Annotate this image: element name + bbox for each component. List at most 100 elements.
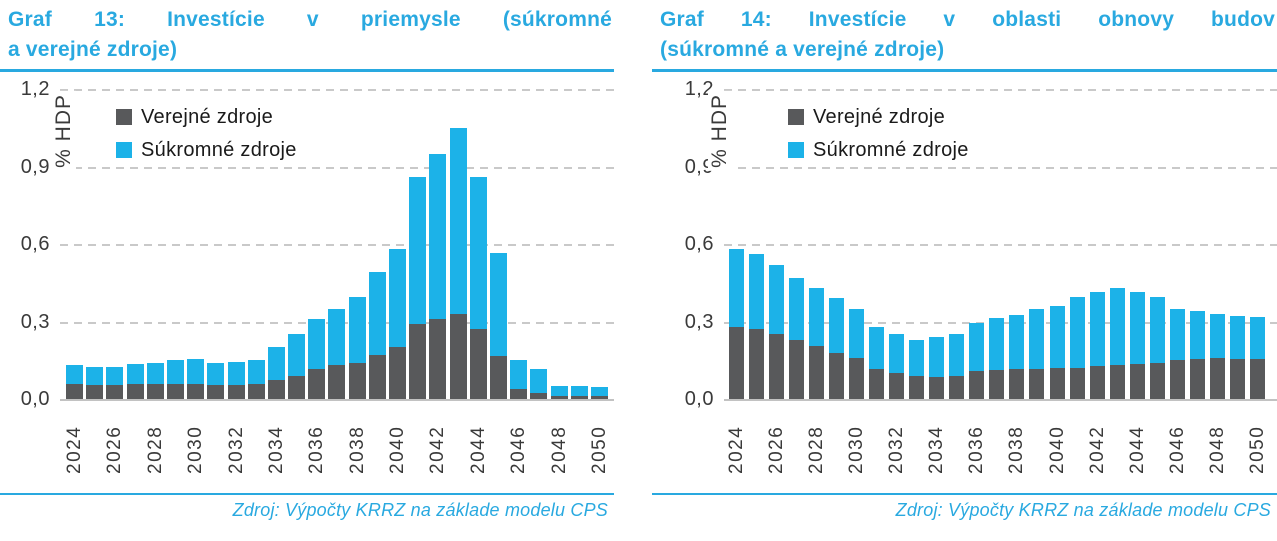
- bar-segment: [469, 176, 487, 330]
- gridline: [724, 89, 1277, 91]
- chart-panel-graf-13: Graf 13: Investície v priemysle (súkromn…: [0, 0, 614, 541]
- plot-area: % HDP Verejné zdroje Súkromné zdroje: [52, 89, 614, 401]
- x-axis-line: [60, 399, 614, 401]
- x-label-cell: [1230, 408, 1245, 474]
- bar-segment: [146, 383, 164, 399]
- legend-item-verejne-zdroje: Verejné zdroje: [116, 105, 303, 129]
- x-label-cell: 2028: [145, 408, 166, 474]
- source-caption: Zdroj: Výpočty KRRZ na základe modelu CP…: [232, 500, 608, 520]
- bar-segment: [550, 386, 568, 397]
- x-label-cell: 2040: [1047, 408, 1068, 474]
- bar-2046: [510, 360, 528, 399]
- chart-title-line-1: Graf 14: Investície v oblasti obnovy bud…: [660, 8, 1275, 31]
- source-caption: Zdroj: Výpočty KRRZ na základe modelu CP…: [895, 500, 1271, 520]
- bar-2049: [1229, 315, 1245, 399]
- x-axis-label-2036: 2036: [306, 425, 328, 474]
- legend-label: Súkromné zdroje: [141, 139, 297, 161]
- bar-segment: [789, 277, 805, 340]
- bar-segment: [126, 364, 144, 384]
- bar-segment: [1109, 287, 1125, 366]
- x-label-cell: 2032: [886, 408, 907, 474]
- bar-segment: [288, 375, 306, 399]
- bar-segment: [929, 336, 945, 377]
- bar-segment: [1129, 291, 1145, 364]
- x-axis-labels: 2024 2026 2028 2030 2032 2034 2036 2038 2040 2042…: [724, 408, 1277, 474]
- x-label-cell: 2036: [306, 408, 328, 474]
- bar-segment: [949, 375, 965, 399]
- x-axis-label-2046: 2046: [508, 425, 530, 474]
- bar-2047: [530, 369, 548, 399]
- bar-segment: [869, 326, 885, 370]
- bar-2044: [469, 176, 487, 399]
- bar-segment: [769, 334, 785, 399]
- bar-2042: [429, 153, 447, 399]
- bar-segment: [166, 383, 184, 399]
- bar-2046: [1169, 308, 1185, 399]
- bar-segment: [328, 365, 346, 399]
- y-tick-0,6: 0,6: [20, 233, 50, 255]
- x-label-cell: [207, 408, 224, 474]
- bar-segment: [1169, 308, 1185, 361]
- x-label-cell: 2050: [589, 408, 610, 474]
- bar-segment: [1149, 296, 1165, 363]
- bar-segment: [1089, 291, 1105, 367]
- bar-segment: [1109, 365, 1125, 399]
- bar-segment: [86, 366, 104, 385]
- x-label-cell: [1190, 408, 1205, 474]
- x-axis-label-2048: 2048: [548, 425, 570, 474]
- x-axis-label-2042: 2042: [1086, 425, 1108, 474]
- x-label-cell: 2042: [427, 408, 448, 474]
- y-tick-0,3: 0,3: [684, 310, 714, 333]
- x-label-cell: [749, 408, 764, 474]
- x-label-cell: 2028: [806, 408, 828, 474]
- bar-segment: [1209, 314, 1225, 359]
- bar-2036: [969, 322, 985, 399]
- bar-2048: [1209, 314, 1225, 399]
- bar-segment: [849, 308, 865, 358]
- x-label-cell: [1110, 408, 1125, 474]
- x-label-cell: [530, 408, 547, 474]
- title-rule: [652, 69, 1277, 72]
- bar-segment: [187, 359, 205, 384]
- bar-segment: [1009, 368, 1025, 399]
- bar-2041: [409, 176, 427, 399]
- x-label-cell: 2048: [1207, 408, 1228, 474]
- bar-segment: [1169, 360, 1185, 399]
- legend-swatch-sukromne-zdroje: [116, 142, 132, 158]
- y-axis-title: % HDP: [52, 91, 76, 171]
- bar-segment: [247, 384, 265, 399]
- x-label-cell: 2036: [966, 408, 987, 474]
- bar-segment: [207, 384, 225, 399]
- chart-title-line-2: (súkromné a verejné zdroje): [660, 38, 945, 61]
- bar-segment: [969, 370, 985, 399]
- gridline: [724, 166, 1277, 169]
- bar-segment: [126, 383, 144, 399]
- bar-segment: [949, 334, 965, 376]
- bar-2035: [288, 334, 306, 399]
- bar-2043: [449, 127, 467, 399]
- x-label-cell: 2030: [185, 408, 206, 474]
- bar-2032: [889, 334, 905, 399]
- bar-segment: [989, 318, 1005, 371]
- x-label-cell: [1029, 408, 1044, 474]
- bar-2028: [146, 362, 164, 399]
- bar-segment: [368, 272, 386, 356]
- bar-segment: [1129, 363, 1145, 399]
- bar-segment: [106, 384, 124, 399]
- bar-2043: [1109, 287, 1125, 399]
- bar-2033: [909, 339, 925, 399]
- bar-segment: [368, 355, 386, 399]
- bar-2029: [829, 298, 845, 399]
- x-label-cell: [1150, 408, 1165, 474]
- legend-swatch-sukromne-zdroje: [788, 142, 804, 158]
- bar-2028: [809, 287, 825, 399]
- x-axis-label-2028: 2028: [806, 425, 828, 474]
- bar-segment: [1249, 359, 1265, 399]
- bar-2034: [267, 347, 285, 399]
- x-label-cell: [409, 408, 426, 474]
- bar-segment: [207, 362, 225, 385]
- y-tick-0,0: 0,0: [20, 388, 50, 410]
- bar-2027: [126, 364, 144, 399]
- bar-segment: [489, 253, 507, 357]
- x-label-cell: [1070, 408, 1085, 474]
